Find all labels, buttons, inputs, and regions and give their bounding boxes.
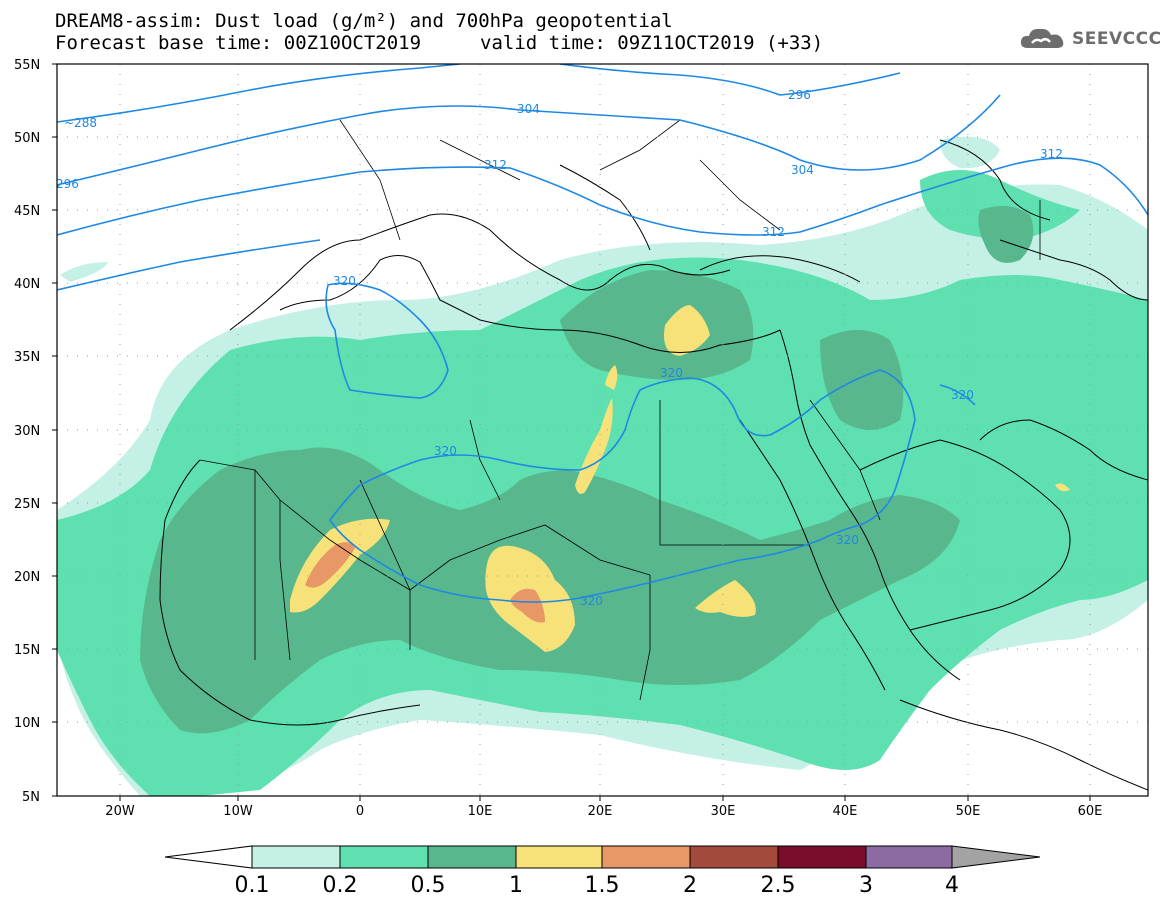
geopotential-contours	[57, 64, 1148, 603]
lon-label: 20W	[105, 804, 135, 819]
colorbar-tick: 2.5	[761, 873, 796, 898]
colorbar-tick: 3	[859, 873, 873, 898]
colorbar-bin-1.5	[601, 845, 691, 869]
lon-label: 0	[356, 804, 364, 819]
colorbar-tick: 0.1	[235, 873, 270, 898]
colorbar-bin-0.5	[427, 845, 517, 869]
coastlines	[159, 139, 1148, 791]
lat-label: 10N	[14, 716, 40, 731]
contour-label-320-redsea: 320	[836, 533, 859, 547]
colorbar-bin-3	[865, 845, 953, 869]
contour-label-312-east: 312	[762, 225, 785, 239]
colorbar-bin-0.2	[339, 845, 429, 869]
lat-label: 20N	[14, 570, 40, 585]
lon-label: 10E	[468, 804, 493, 819]
colorbar-bin-0.1	[251, 845, 341, 869]
contour-label-312-center: 312	[484, 158, 507, 172]
forecast-base-time: Forecast base time: 00Z10OCT2019	[55, 32, 422, 54]
lat-label: 25N	[14, 497, 40, 512]
colorbar-tick: 0.5	[411, 873, 446, 898]
colorbar-high-arrow	[951, 845, 1041, 869]
contour-label-320-sahara: 320	[434, 444, 457, 458]
contour-label-296-left: 296	[56, 177, 79, 191]
contour-labels: ~288 296 296 304 304 312 312 312 320 320…	[56, 88, 1063, 608]
colorbar-tick: 4	[945, 873, 959, 898]
lat-label: 40N	[14, 277, 40, 292]
lat-label: 50N	[14, 131, 40, 146]
seevccc-logo: SEEVCCC	[1018, 24, 1162, 54]
grid-lines	[57, 64, 1148, 796]
colorbar-tick: 1	[509, 873, 523, 898]
lon-label: 10W	[223, 804, 253, 819]
contour-label-320-iraq: 320	[951, 388, 974, 402]
contour-label-320-algeria: 320	[333, 274, 356, 288]
longitude-labels: 20W 10W 0 10E 20E 30E 40E 50E 60E	[105, 804, 1102, 819]
logo-text: SEEVCCC	[1072, 29, 1162, 49]
lat-label: 30N	[14, 424, 40, 439]
colorbar-low-arrow	[164, 845, 253, 869]
valid-time: valid time: 09Z11OCT2019 (+33)	[480, 32, 824, 54]
contour-label-288: ~288	[64, 116, 97, 130]
colorbar-bin-2	[689, 845, 779, 869]
lon-label: 50E	[956, 804, 981, 819]
colorbar	[164, 845, 1041, 869]
latitude-labels: 55N 50N 45N 40N 35N 30N 25N 20N 15N 10N …	[14, 58, 40, 805]
lon-label: 30E	[711, 804, 736, 819]
contour-label-320-libya: 320	[660, 366, 683, 380]
lon-label: 60E	[1078, 804, 1103, 819]
colorbar-tick: 1.5	[585, 873, 620, 898]
country-borders	[199, 119, 1041, 701]
colorbar-tick: 0.2	[323, 873, 358, 898]
lat-label: 15N	[14, 643, 40, 658]
colorbar-labels: 0.1 0.2 0.5 1 1.5 2 2.5 3 4	[235, 873, 960, 898]
contour-label-312-far-east: 312	[1040, 147, 1063, 161]
lon-label: 40E	[833, 804, 858, 819]
contour-label-320-chad: 320	[580, 594, 603, 608]
lat-label: 35N	[14, 350, 40, 365]
lat-label: 55N	[14, 58, 40, 73]
lat-label: 5N	[22, 790, 40, 805]
colorbar-tick: 2	[683, 873, 697, 898]
cloud-icon	[1020, 28, 1064, 48]
contour-label-296-top: 296	[788, 88, 811, 102]
colorbar-bin-2.5	[777, 845, 867, 869]
lon-label: 20E	[588, 804, 613, 819]
chart-title: DREAM8-assim: Dust load (g/m²) and 700hP…	[55, 10, 673, 32]
contour-label-304-right: 304	[791, 163, 814, 177]
lat-label: 45N	[14, 204, 40, 219]
map-area: ~288 296 296 304 304 312 312 312 320 320…	[56, 64, 1148, 796]
colorbar-bin-1	[515, 845, 603, 869]
axis-ticks	[52, 63, 1091, 801]
contour-label-304-center: 304	[517, 102, 540, 116]
